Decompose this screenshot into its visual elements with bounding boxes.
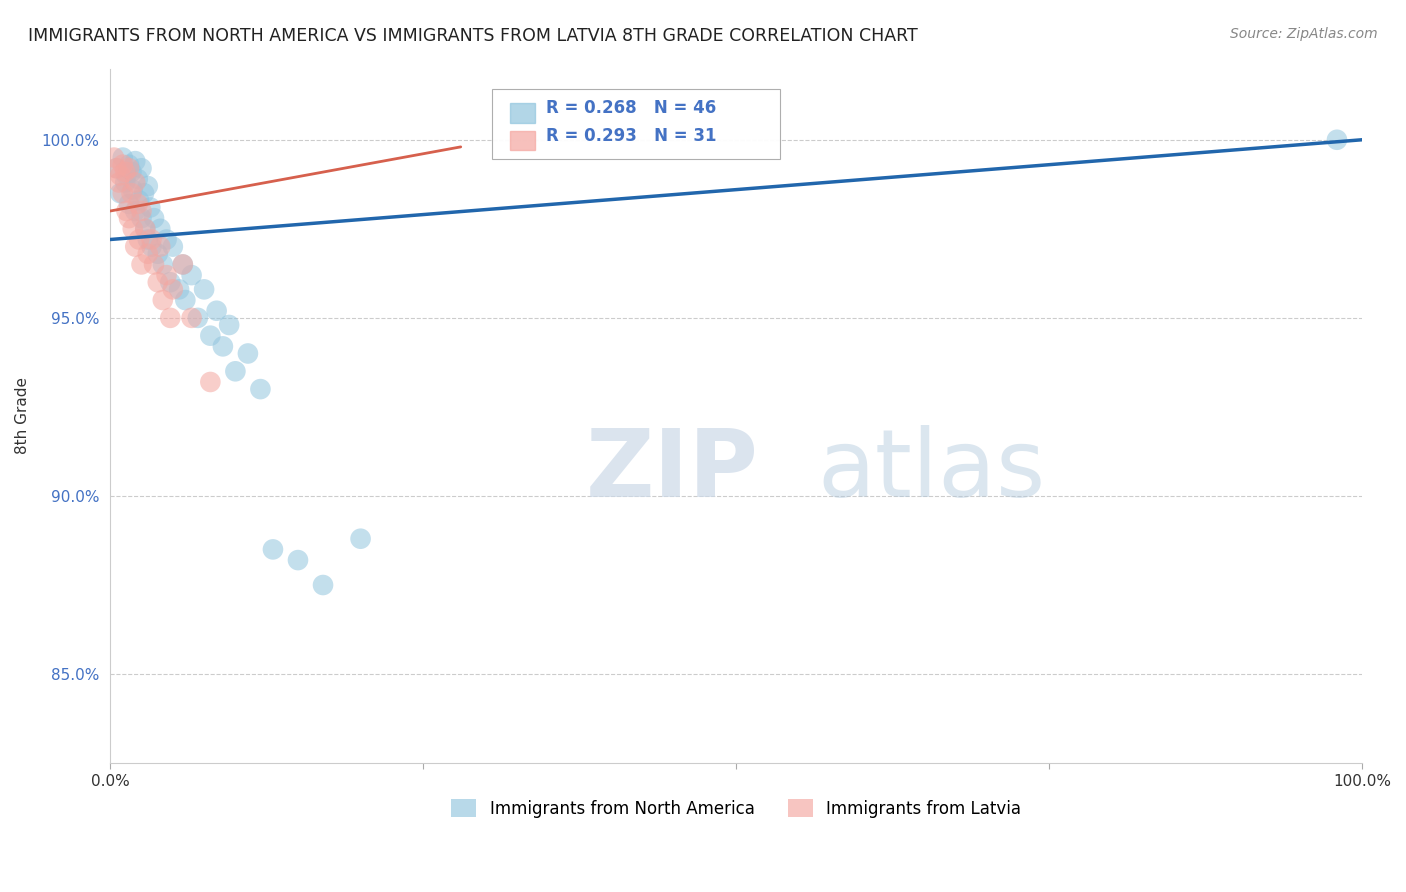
Point — [249, 382, 271, 396]
Point — [162, 282, 184, 296]
Point — [121, 165, 143, 179]
Point — [262, 542, 284, 557]
Point — [141, 239, 163, 253]
Point — [205, 303, 228, 318]
Point — [143, 257, 166, 271]
Point — [131, 257, 153, 271]
Point — [172, 257, 194, 271]
Point — [180, 268, 202, 282]
Point — [118, 211, 141, 226]
Point — [218, 318, 240, 332]
Point — [143, 211, 166, 226]
Point — [131, 161, 153, 176]
Point — [134, 222, 156, 236]
Point — [349, 532, 371, 546]
Point — [159, 310, 181, 325]
Point — [236, 346, 259, 360]
Point — [312, 578, 335, 592]
Point — [155, 268, 177, 282]
Text: R = 0.268   N = 46: R = 0.268 N = 46 — [546, 99, 716, 117]
Text: atlas: atlas — [817, 425, 1046, 517]
Point — [167, 282, 190, 296]
Point — [159, 275, 181, 289]
Point — [108, 176, 131, 190]
Point — [131, 211, 153, 226]
Point — [1326, 133, 1348, 147]
Point — [136, 232, 159, 246]
Point — [127, 172, 149, 186]
Legend: Immigrants from North America, Immigrants from Latvia: Immigrants from North America, Immigrant… — [444, 793, 1028, 824]
Point — [127, 197, 149, 211]
Point — [174, 293, 197, 307]
Point — [139, 201, 162, 215]
Point — [134, 222, 156, 236]
Point — [115, 204, 138, 219]
Point — [212, 339, 235, 353]
Point — [146, 246, 169, 260]
Point — [114, 165, 136, 179]
Point — [114, 176, 136, 190]
Point — [132, 186, 155, 201]
Point — [121, 186, 143, 201]
Point — [287, 553, 309, 567]
Point — [121, 222, 143, 236]
Point — [162, 239, 184, 253]
Point — [110, 169, 132, 183]
Point — [118, 197, 141, 211]
Point — [200, 328, 222, 343]
Point — [110, 186, 132, 201]
Point — [172, 257, 194, 271]
Point — [152, 293, 174, 307]
Point — [136, 246, 159, 260]
Point — [118, 161, 141, 176]
Text: R = 0.293   N = 31: R = 0.293 N = 31 — [546, 127, 716, 145]
Point — [128, 232, 150, 246]
Point — [152, 257, 174, 271]
Point — [141, 232, 163, 246]
Point — [136, 179, 159, 194]
Point — [111, 151, 134, 165]
Y-axis label: 8th Grade: 8th Grade — [15, 377, 30, 454]
Point — [121, 183, 143, 197]
Point — [149, 239, 172, 253]
Point — [149, 222, 172, 236]
Point — [187, 310, 209, 325]
Text: Source: ZipAtlas.com: Source: ZipAtlas.com — [1230, 27, 1378, 41]
FancyBboxPatch shape — [509, 131, 534, 151]
Point — [118, 158, 141, 172]
Text: ZIP: ZIP — [586, 425, 759, 517]
Point — [105, 161, 128, 176]
Point — [224, 364, 246, 378]
Point — [180, 310, 202, 325]
Point — [124, 154, 146, 169]
Point — [111, 158, 134, 172]
Point — [200, 375, 222, 389]
Point — [124, 239, 146, 253]
FancyBboxPatch shape — [509, 103, 534, 123]
Point — [128, 194, 150, 208]
Point — [115, 169, 138, 183]
Point — [193, 282, 215, 296]
Text: IMMIGRANTS FROM NORTH AMERICA VS IMMIGRANTS FROM LATVIA 8TH GRADE CORRELATION CH: IMMIGRANTS FROM NORTH AMERICA VS IMMIGRA… — [28, 27, 918, 45]
Point — [124, 204, 146, 219]
Point — [155, 232, 177, 246]
Point — [124, 176, 146, 190]
Point — [103, 151, 125, 165]
Point — [111, 186, 134, 201]
Point — [131, 204, 153, 219]
Point — [105, 161, 128, 176]
FancyBboxPatch shape — [492, 89, 780, 159]
Point — [146, 275, 169, 289]
